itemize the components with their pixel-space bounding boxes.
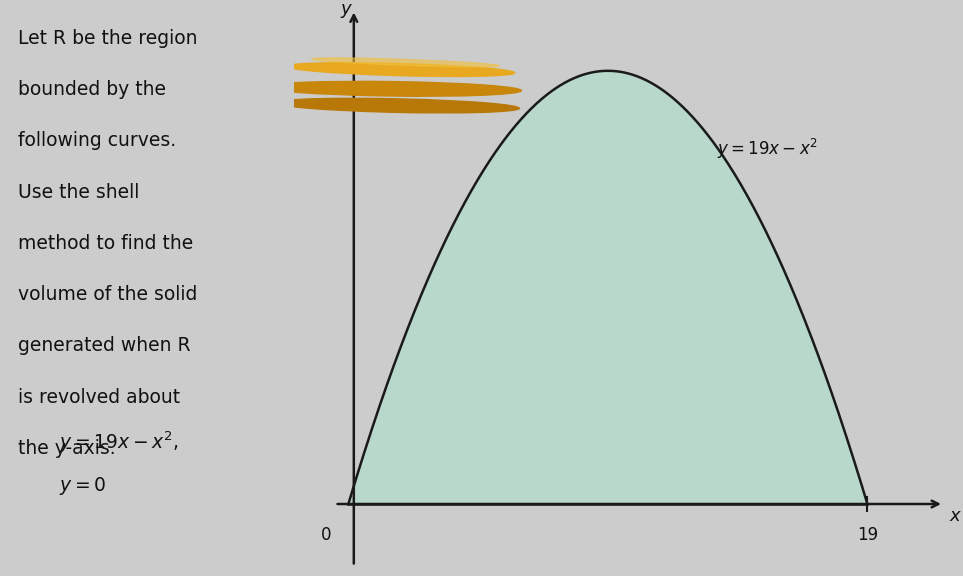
Ellipse shape: [275, 98, 519, 113]
Text: volume of the solid: volume of the solid: [17, 285, 197, 304]
Text: x: x: [950, 507, 960, 525]
Text: $y = 0$: $y = 0$: [59, 475, 106, 497]
Text: 19: 19: [857, 525, 878, 544]
Text: generated when R: generated when R: [17, 336, 191, 355]
Text: bounded by the: bounded by the: [17, 80, 166, 99]
Ellipse shape: [312, 58, 499, 67]
Text: method to find the: method to find the: [17, 234, 193, 253]
Text: following curves.: following curves.: [17, 131, 176, 150]
Ellipse shape: [263, 81, 521, 96]
Text: $y = 19x - x^2$: $y = 19x - x^2$: [717, 137, 819, 161]
Text: $y = 19x - x^2,$: $y = 19x - x^2,$: [59, 429, 178, 454]
Text: y: y: [340, 0, 351, 18]
Text: the y-axis.: the y-axis.: [17, 439, 116, 458]
Ellipse shape: [286, 63, 515, 77]
Text: 0: 0: [322, 525, 331, 544]
Text: Use the shell: Use the shell: [17, 183, 139, 202]
Text: is revolved about: is revolved about: [17, 388, 180, 407]
Text: Let R be the region: Let R be the region: [17, 29, 197, 48]
